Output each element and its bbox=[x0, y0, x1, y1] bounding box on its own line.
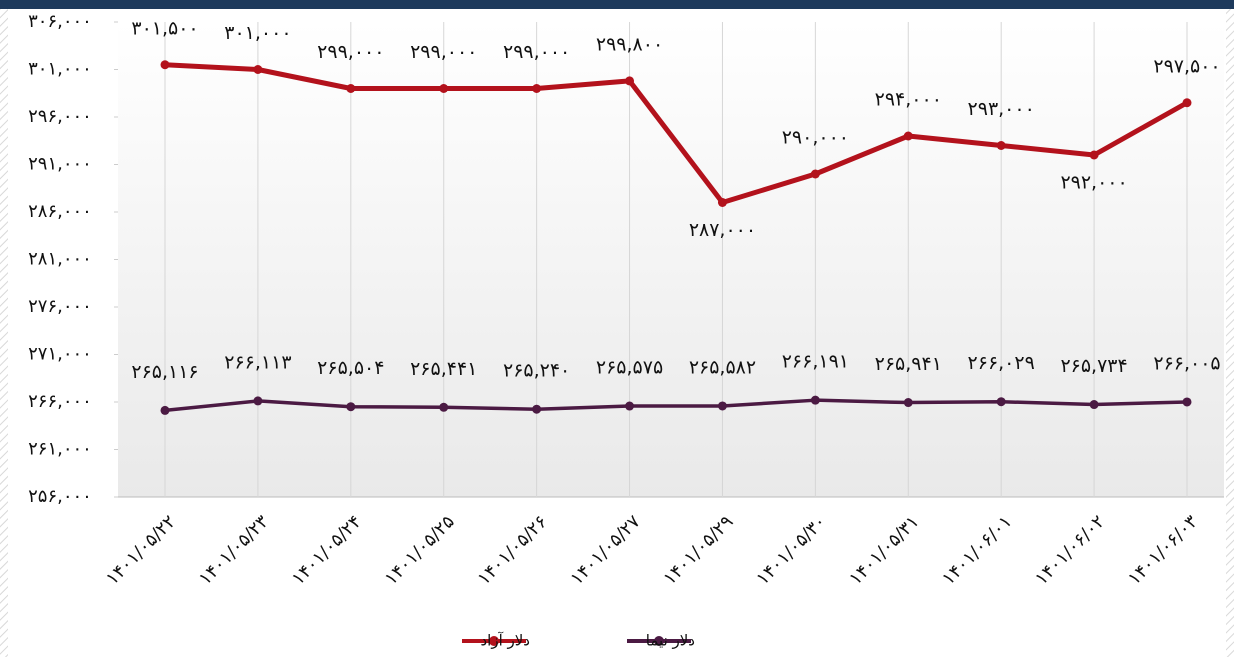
data-point bbox=[160, 405, 170, 415]
data-point bbox=[996, 141, 1006, 150]
data-point bbox=[346, 402, 356, 412]
y-tick-label: ۲۶۱,۰۰۰ bbox=[28, 439, 92, 460]
y-tick-label: ۲۷۶,۰۰۰ bbox=[28, 296, 92, 317]
data-label: ۲۶۵,۲۴۰ bbox=[503, 360, 570, 382]
legend-label: دلار نیما bbox=[646, 632, 695, 650]
data-label: ۲۶۵,۵۷۵ bbox=[596, 357, 663, 379]
y-tick-label: ۳۰۱,۰۰۰ bbox=[28, 59, 92, 80]
legend-icon bbox=[489, 636, 499, 646]
y-tick-label: ۲۸۱,۰۰۰ bbox=[28, 249, 92, 270]
data-point bbox=[625, 76, 635, 86]
y-tick-label: ۲۷۱,۰۰۰ bbox=[28, 344, 92, 365]
y-tick-label: ۲۹۱,۰۰۰ bbox=[28, 154, 92, 175]
top-bar bbox=[0, 0, 1234, 9]
data-point bbox=[810, 395, 820, 405]
data-label: ۲۸۷,۰۰۰ bbox=[689, 219, 756, 241]
data-point bbox=[1182, 98, 1192, 108]
data-point bbox=[996, 397, 1006, 407]
data-point bbox=[532, 404, 542, 414]
data-label: ۲۹۰,۰۰۰ bbox=[782, 127, 849, 149]
y-tick-label: ۲۶۶,۰۰۰ bbox=[28, 391, 92, 412]
data-label: ۲۶۶,۱۹۱ bbox=[782, 351, 849, 373]
data-label: ۲۶۵,۹۴۱ bbox=[875, 353, 942, 375]
data-point bbox=[1182, 397, 1192, 407]
data-point bbox=[439, 402, 449, 412]
data-label: ۲۶۶,۰۰۵ bbox=[1153, 352, 1220, 374]
data-point bbox=[253, 396, 263, 406]
data-label: ۲۹۲,۰۰۰ bbox=[1060, 172, 1127, 194]
data-label: ۳۰۱,۰۰۰ bbox=[224, 22, 291, 44]
data-point bbox=[903, 398, 913, 408]
series-line bbox=[164, 398, 1188, 413]
data-point bbox=[903, 131, 913, 141]
legend-label: دلار آزاد bbox=[480, 632, 530, 650]
data-label: ۲۶۵,۷۳۴ bbox=[1060, 355, 1127, 377]
data-point bbox=[253, 65, 263, 74]
data-label: ۲۹۹,۰۰۰ bbox=[410, 41, 477, 63]
data-point bbox=[532, 84, 542, 93]
data-point bbox=[810, 169, 820, 179]
data-label: ۲۶۶,۰۲۹ bbox=[968, 352, 1035, 374]
plot-area bbox=[118, 22, 1224, 497]
data-label: ۲۹۹,۰۰۰ bbox=[317, 41, 384, 63]
series-line bbox=[164, 62, 1189, 205]
border bbox=[1226, 0, 1234, 657]
y-tick-label: ۲۵۶,۰۰۰ bbox=[28, 486, 92, 507]
data-label: ۲۶۵,۴۴۱ bbox=[410, 358, 477, 380]
y-tick-label: ۲۸۶,۰۰۰ bbox=[28, 201, 92, 222]
data-label: ۲۹۹,۰۰۰ bbox=[503, 41, 570, 63]
data-label: ۲۶۵,۵۰۴ bbox=[317, 357, 384, 379]
data-point bbox=[717, 198, 727, 207]
data-label: ۲۶۵,۱۱۶ bbox=[131, 361, 198, 383]
data-point bbox=[439, 84, 449, 93]
data-label: ۲۹۴,۰۰۰ bbox=[875, 89, 942, 111]
data-label: ۲۶۵,۵۸۲ bbox=[689, 356, 756, 378]
border bbox=[0, 0, 8, 657]
y-tick-label: ۲۹۶,۰۰۰ bbox=[28, 106, 92, 127]
data-label: ۲۹۷,۵۰۰ bbox=[1153, 55, 1220, 77]
data-point bbox=[717, 401, 727, 411]
data-label: ۲۶۶,۱۱۳ bbox=[224, 351, 291, 373]
data-point bbox=[160, 60, 170, 70]
data-label: ۳۰۱,۵۰۰ bbox=[131, 17, 198, 39]
data-point bbox=[1089, 400, 1099, 410]
data-point bbox=[625, 401, 635, 411]
data-label: ۲۹۹,۸۰۰ bbox=[596, 33, 663, 55]
legend-icon bbox=[654, 636, 664, 646]
data-point bbox=[1089, 150, 1099, 160]
data-label: ۲۹۳,۰۰۰ bbox=[968, 98, 1035, 120]
y-tick-label: ۳۰۶,۰۰۰ bbox=[28, 11, 92, 32]
data-point bbox=[346, 84, 356, 93]
